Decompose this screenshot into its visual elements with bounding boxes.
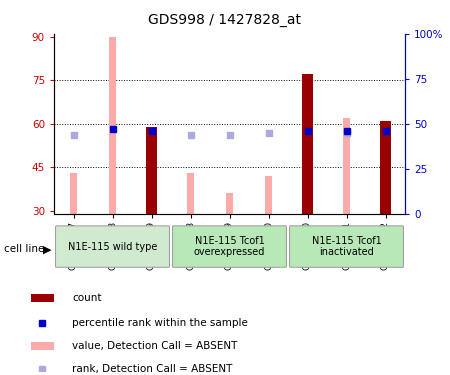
Text: GDS998 / 1427828_at: GDS998 / 1427828_at — [148, 13, 302, 27]
Bar — [302, 74, 313, 214]
Text: value, Detection Call = ABSENT: value, Detection Call = ABSENT — [72, 341, 238, 351]
Text: cell line: cell line — [4, 244, 45, 254]
Text: rank, Detection Call = ABSENT: rank, Detection Call = ABSENT — [72, 364, 233, 374]
FancyBboxPatch shape — [55, 226, 170, 267]
Bar — [380, 121, 391, 214]
Text: N1E-115 wild type: N1E-115 wild type — [68, 242, 157, 252]
Text: ▶: ▶ — [43, 244, 51, 254]
Bar — [146, 127, 157, 214]
Bar — [225, 194, 234, 214]
Bar — [265, 176, 272, 214]
Bar — [31, 342, 54, 350]
Bar — [70, 173, 77, 214]
FancyBboxPatch shape — [172, 226, 287, 267]
Text: N1E-115 Tcof1
overexpressed: N1E-115 Tcof1 overexpressed — [194, 236, 265, 257]
Text: count: count — [72, 293, 102, 303]
Bar — [108, 37, 117, 214]
Bar — [342, 118, 351, 214]
FancyBboxPatch shape — [289, 226, 404, 267]
Bar — [31, 294, 54, 302]
Text: percentile rank within the sample: percentile rank within the sample — [72, 318, 248, 327]
Bar — [187, 173, 194, 214]
Text: N1E-115 Tcof1
inactivated: N1E-115 Tcof1 inactivated — [311, 236, 382, 257]
